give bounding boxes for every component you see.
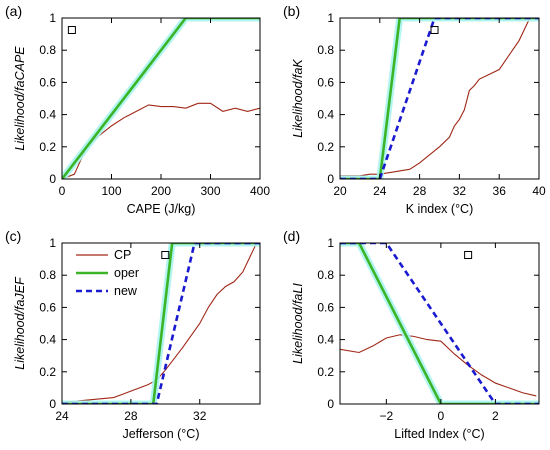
x-tick-label: 0 — [438, 409, 445, 423]
x-tick-label: 2 — [492, 409, 499, 423]
y-tick-label: 0 — [49, 397, 56, 411]
panel-c: 24 28 32 0 0.2 0.4 0.6 0.8 1 Jefferson (°C) Likeli… — [5, 228, 261, 441]
x-tick-label: 28 — [413, 184, 427, 198]
y-tick-label: 0 — [49, 172, 56, 186]
panel-b: 20 24 28 32 36 40 0 0.2 0.4 0.6 0.8 1 K index (°C) Li… — [283, 3, 546, 216]
x-tick-label: 300 — [200, 184, 220, 198]
x-axis-label: Lifted Index (°C) — [394, 427, 484, 441]
x-tick-label: 40 — [532, 184, 546, 198]
x-tick-label: 24 — [55, 409, 69, 423]
x-axis-label: CAPE (J/kg) — [127, 202, 196, 216]
x-tick-label: 32 — [453, 184, 467, 198]
panel-label: (b) — [283, 3, 300, 19]
y-tick-label: 0.6 — [317, 75, 334, 89]
x-tick-label: 36 — [493, 184, 507, 198]
legend-label-cp: CP — [114, 248, 131, 262]
new-series-line — [340, 243, 539, 404]
panel-a: 0 100 200 300 400 0 0.2 0.4 0.6 0.8 1 CAPE (J/kg) Li… — [5, 3, 270, 216]
series-group — [340, 18, 539, 179]
y-tick-label: 0 — [327, 172, 334, 186]
cp-series-line — [62, 243, 258, 403]
y-tick-label: 0.6 — [39, 300, 56, 314]
cp-series-line — [340, 334, 537, 397]
x-tick-label: 20 — [333, 184, 347, 198]
x-tick-label: 32 — [193, 409, 207, 423]
cp-series-line — [340, 19, 530, 177]
panel-d: −2 0 2 0 0.2 0.4 0.6 0.8 1 Lifted Index (°C) Likel… — [283, 228, 540, 441]
square-marker — [161, 251, 170, 259]
panel-label: (c) — [5, 228, 21, 244]
y-tick-label: 0 — [327, 397, 334, 411]
y-tick-label: 0.4 — [317, 108, 334, 122]
oper-series-line — [62, 243, 260, 404]
plot-area — [340, 18, 539, 179]
legend-label-new: new — [114, 284, 138, 298]
y-tick-label: 0.2 — [317, 365, 334, 379]
y-tick-label: 0.2 — [39, 140, 56, 154]
y-tick-label: 0.6 — [39, 75, 56, 89]
x-tick-label: 0 — [59, 184, 66, 198]
plot-frame — [61, 242, 261, 405]
square-marker — [67, 26, 76, 34]
series-group — [340, 243, 539, 404]
y-tick-label: 0.6 — [317, 300, 334, 314]
plot-area — [62, 18, 260, 179]
y-tick-label: 0.2 — [39, 365, 56, 379]
x-axis-label: Jefferson (°C) — [122, 427, 199, 441]
y-tick-label: 0.2 — [317, 140, 334, 154]
panel-label: (d) — [283, 228, 300, 244]
square-marker — [464, 251, 473, 259]
series-group — [62, 243, 260, 404]
x-tick-label: 100 — [101, 184, 121, 198]
y-tick-label: 0.4 — [317, 333, 334, 347]
x-tick-label: −2 — [379, 409, 393, 423]
y-tick-label: 0.8 — [39, 43, 56, 57]
y-tick-label: 0.4 — [39, 333, 56, 347]
plot-frame — [339, 242, 540, 405]
y-tick-label: 0.8 — [317, 268, 334, 282]
series-group — [62, 18, 260, 179]
oper-series-line — [340, 243, 539, 404]
legend: CP oper new — [76, 248, 139, 298]
y-axis-label: Likelihood/faCAPE — [13, 46, 27, 151]
plot-frame — [339, 17, 540, 180]
oper-series-line — [62, 18, 260, 179]
y-tick-label: 0.8 — [317, 43, 334, 57]
y-tick-label: 1 — [327, 236, 334, 250]
x-tick-label: 24 — [373, 184, 387, 198]
square-marker — [430, 26, 439, 34]
y-tick-label: 1 — [327, 11, 334, 25]
x-axis-label: K index (°C) — [406, 202, 474, 216]
y-axis-label: Likelihood/faJEF — [13, 276, 27, 370]
y-tick-label: 0.4 — [39, 108, 56, 122]
y-tick-label: 1 — [49, 11, 56, 25]
x-tick-label: 200 — [151, 184, 171, 198]
y-axis-label: Likelihood/faK — [291, 59, 305, 138]
y-tick-label: 0.8 — [39, 268, 56, 282]
panel-label: (a) — [5, 3, 22, 19]
legend-label-oper: oper — [114, 266, 139, 280]
x-tick-label: 400 — [250, 184, 270, 198]
oper-series-line — [340, 18, 539, 179]
new-series-line — [340, 18, 539, 179]
y-tick-label: 1 — [49, 236, 56, 250]
y-axis-label: Likelihood/faLI — [291, 283, 305, 364]
x-tick-label: 28 — [124, 409, 138, 423]
